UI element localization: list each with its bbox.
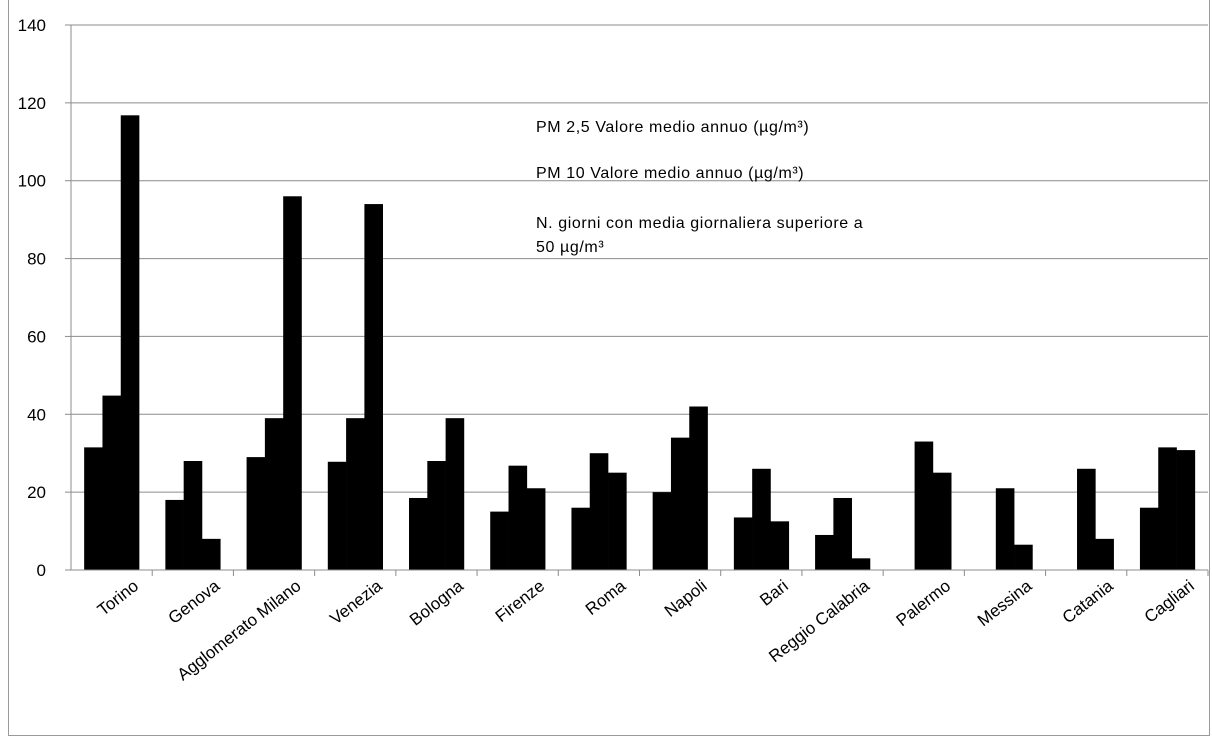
- bar: [1158, 447, 1177, 570]
- x-tick-label: Palermo: [893, 576, 955, 630]
- legend: PM 2,5 Valore medio annuo (µg/m³) PM 10 V…: [536, 119, 863, 256]
- x-tick-label: Catania: [1059, 576, 1117, 627]
- bar: [670, 437, 690, 570]
- x-tick-label: Roma: [582, 576, 630, 619]
- bar: [1176, 450, 1196, 570]
- bar: [833, 497, 852, 570]
- bar: [508, 465, 528, 570]
- bar: [445, 418, 465, 570]
- bar: [84, 447, 103, 570]
- bar: [815, 534, 834, 570]
- axes: [70, 25, 1208, 571]
- y-tick-label: 20: [27, 483, 46, 502]
- x-tick-label: Cagliari: [1141, 576, 1198, 626]
- x-tick-label: Bari: [756, 576, 792, 610]
- bar: [102, 395, 122, 570]
- bar: [589, 453, 609, 570]
- bar: [1139, 507, 1159, 570]
- bar: [346, 418, 365, 570]
- bar: [490, 511, 509, 570]
- bar: [246, 457, 266, 570]
- x-tick-label: Venezia: [326, 576, 386, 629]
- bar: [995, 488, 1015, 570]
- bar: [652, 492, 672, 570]
- bar: [201, 538, 221, 570]
- y-tick-label: 80: [27, 250, 46, 269]
- x-tick-label: Firenze: [492, 576, 548, 626]
- legend-entry: N. giorni con media giornaliera superior…: [536, 215, 863, 232]
- chart-frame: [8, 0, 1210, 736]
- bar: [427, 461, 446, 570]
- legend-entry: PM 2,5 Valore medio annuo (µg/m³): [536, 119, 809, 136]
- y-tick-label: 0: [37, 561, 46, 580]
- gridlines: [71, 24, 1208, 493]
- bar: [165, 499, 184, 570]
- bars: [84, 115, 1196, 571]
- bar: [1077, 468, 1096, 570]
- bar: [327, 461, 347, 570]
- bar: [851, 558, 871, 570]
- bar: [571, 507, 591, 570]
- bar: [264, 418, 284, 570]
- bar: [770, 521, 790, 570]
- y-tick-label: 60: [27, 327, 46, 346]
- bar: [364, 204, 383, 571]
- bar: [526, 488, 546, 570]
- bar: [283, 196, 302, 571]
- bar: [914, 441, 934, 570]
- y-axis-ticks: 0 20 40 60 80 100 120 140: [18, 16, 71, 580]
- bar: [608, 472, 627, 570]
- y-tick-label: 40: [27, 405, 46, 424]
- x-tick-label: Napoli: [661, 576, 711, 621]
- x-tick-label: Bologna: [406, 576, 467, 630]
- y-tick-label: 140: [18, 16, 46, 35]
- bar: [733, 517, 753, 570]
- legend-entry: PM 10 Valore medio annuo (µg/m³): [536, 165, 804, 182]
- bar: [120, 115, 140, 571]
- x-tick-label: Torino: [94, 576, 142, 619]
- x-tick-label: Genova: [165, 576, 224, 628]
- bar: [689, 406, 708, 570]
- bar: [752, 468, 771, 570]
- bar: [1095, 538, 1114, 570]
- x-tick-label: Messina: [974, 576, 1036, 630]
- bar: [1014, 544, 1033, 570]
- legend-entry: 50 µg/m³: [536, 239, 604, 256]
- bar: [409, 497, 428, 570]
- y-tick-label: 100: [18, 172, 46, 191]
- bar: [183, 461, 203, 570]
- y-tick-label: 120: [18, 94, 46, 113]
- bar: [932, 472, 952, 570]
